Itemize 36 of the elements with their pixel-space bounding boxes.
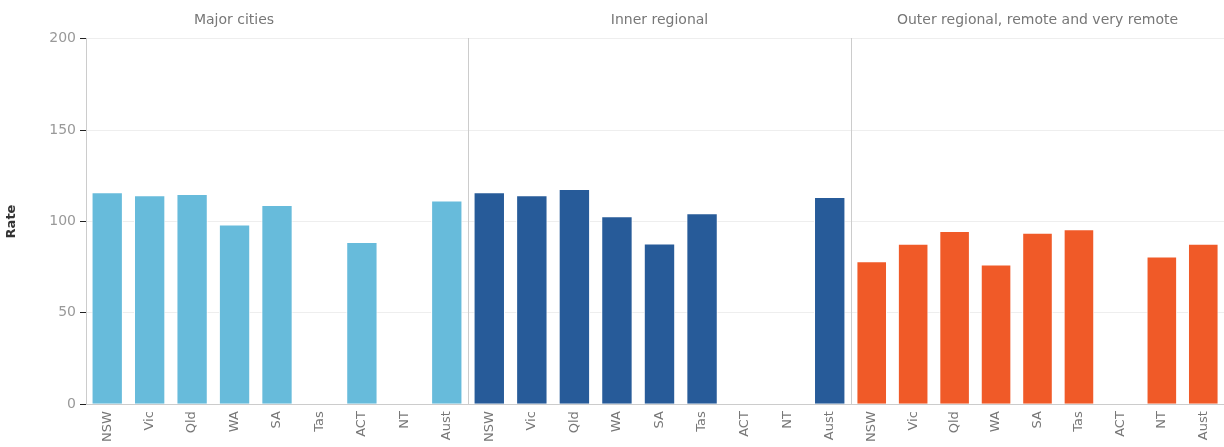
y-tick-label: 150 (49, 120, 76, 137)
x-tick-label: Qld (945, 411, 961, 434)
x-tick-label: SA (1028, 411, 1044, 429)
y-tick-label: 0 (67, 394, 76, 411)
x-tick-label: NSW (863, 411, 879, 443)
x-tick-label: NT (1153, 411, 1169, 429)
x-tick-label: Aust (821, 411, 837, 441)
x-tick-label: NT (395, 411, 411, 429)
x-tick-label: Qld (565, 411, 581, 434)
chart-title: Outer regional, remote and very remote (896, 11, 1179, 28)
x-tick-label: Vic (904, 411, 920, 431)
x-tick-label: Aust (438, 411, 454, 441)
chart-title: Inner regional (610, 11, 709, 28)
x-tick-label: WA (608, 411, 624, 433)
x-tick-label: NT (778, 411, 794, 429)
y-tick-label: 200 (49, 29, 76, 46)
x-tick-label: Tas (1070, 410, 1086, 433)
y-tick-label: 50 (58, 303, 76, 320)
x-tick-label: Tas (693, 410, 709, 433)
y-tick-label: 100 (49, 212, 76, 229)
x-tick-label: WA (987, 411, 1003, 433)
x-tick-label: ACT (1111, 411, 1127, 437)
chart-title: Major cities (193, 11, 275, 28)
x-tick-label: Aust (1194, 411, 1210, 441)
y-axis-title: Rate (3, 204, 19, 239)
x-tick-label: Vic (141, 411, 157, 431)
x-tick-label: Vic (523, 411, 539, 431)
x-tick-label: ACT (735, 411, 751, 437)
x-tick-label: WA (225, 411, 241, 433)
x-tick-label: ACT (353, 411, 369, 437)
x-tick-label: NSW (98, 411, 114, 443)
x-tick-label: SA (650, 411, 666, 429)
x-tick-label: Qld (183, 411, 199, 434)
x-tick-label: NSW (480, 411, 496, 443)
x-tick-label: SA (268, 411, 284, 429)
x-tick-label: Tas (310, 410, 326, 433)
